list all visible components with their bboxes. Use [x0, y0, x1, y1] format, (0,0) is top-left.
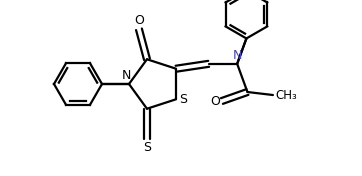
Text: S: S: [179, 93, 187, 106]
Text: O: O: [134, 14, 144, 27]
Text: O: O: [210, 95, 220, 108]
Text: S: S: [143, 141, 151, 154]
Text: CH₃: CH₃: [275, 89, 297, 102]
Text: N: N: [122, 69, 131, 82]
Text: N: N: [232, 49, 242, 62]
